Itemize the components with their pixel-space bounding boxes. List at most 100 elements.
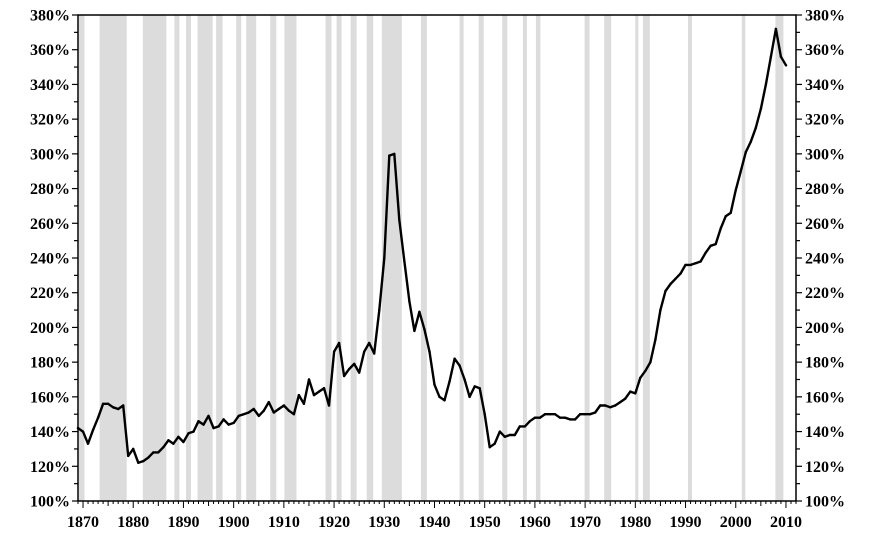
y-tick-label-left: 300% [30, 146, 70, 163]
y-tick-label-right: 120% [805, 459, 845, 476]
data-point [403, 260, 406, 263]
data-point [157, 451, 160, 454]
y-tick-label-left: 140% [30, 424, 70, 441]
recession-band [142, 15, 167, 501]
y-tick-label-right: 280% [805, 181, 845, 198]
data-point [307, 378, 311, 381]
data-point [493, 442, 496, 445]
y-tick-label-right: 100% [805, 494, 845, 511]
y-tick-label-left: 160% [30, 389, 70, 406]
data-point [182, 440, 185, 444]
recession-band [270, 15, 277, 501]
data-point [639, 376, 642, 379]
recession-band [216, 15, 223, 501]
data-point [609, 406, 612, 409]
data-point [754, 126, 757, 129]
x-tick-label: 1870 [67, 514, 99, 531]
data-point [769, 55, 773, 58]
data-point [704, 251, 707, 254]
recession-band [635, 15, 639, 501]
data-point [172, 442, 175, 445]
y-tick-label-right: 160% [805, 389, 845, 406]
ticks-group [72, 14, 802, 508]
data-point [277, 407, 280, 411]
data-point [684, 263, 687, 267]
recession-band [584, 15, 590, 501]
data-point [388, 154, 391, 157]
data-point [101, 402, 105, 405]
data-point [408, 300, 411, 303]
data-point [398, 218, 401, 221]
data-point [212, 426, 215, 430]
recession-band [502, 15, 508, 501]
data-point [197, 420, 200, 423]
recession-band [478, 15, 484, 501]
data-point [588, 413, 592, 416]
x-tick-label: 1960 [519, 514, 551, 531]
data-point [262, 409, 265, 412]
data-point [719, 227, 722, 230]
x-tick-label: 1880 [117, 514, 149, 531]
data-point [724, 215, 727, 218]
recession-band [197, 15, 213, 501]
data-point [438, 395, 441, 399]
data-point [679, 272, 682, 275]
y-tick-label-left: 280% [30, 181, 70, 198]
x-tick-label: 1910 [268, 514, 300, 531]
data-point [167, 439, 170, 442]
x-tick-label: 1970 [569, 514, 601, 531]
data-point [629, 390, 632, 393]
data-point [654, 338, 657, 341]
recession-band [246, 15, 257, 501]
data-point [353, 362, 356, 366]
y-tick-label-left: 100% [30, 494, 70, 511]
recession-band [350, 15, 357, 501]
data-point [237, 414, 240, 418]
recession-band [459, 15, 464, 501]
data-point [177, 435, 180, 438]
data-point [423, 328, 426, 331]
data-point [538, 416, 542, 419]
y-tick-label-right: 140% [805, 424, 845, 441]
data-point [624, 397, 627, 400]
data-point [373, 352, 376, 355]
x-tick-label: 1980 [619, 514, 651, 531]
data-point [433, 383, 436, 386]
data-point [257, 414, 260, 418]
data-point [604, 404, 607, 407]
y-tick-label-right: 200% [805, 320, 845, 337]
data-point [232, 421, 235, 425]
y-tick-label-right: 260% [805, 216, 845, 233]
y-tick-label-left: 200% [30, 320, 70, 337]
data-point [498, 430, 501, 433]
data-point [207, 414, 210, 418]
y-tick-label-right: 340% [805, 77, 845, 94]
data-point [528, 420, 532, 423]
data-point [614, 404, 617, 407]
data-point [694, 262, 697, 265]
y-tick-label-left: 120% [30, 459, 70, 476]
data-point [448, 380, 451, 383]
data-point [393, 152, 396, 156]
recession-band [775, 15, 784, 501]
data-point [518, 425, 521, 428]
data-point [106, 402, 110, 405]
recession-band [366, 15, 374, 501]
data-point [478, 387, 481, 390]
data-point [378, 308, 381, 312]
recession-band [688, 15, 692, 501]
data-point [142, 459, 145, 463]
data-point [729, 211, 732, 215]
recession-band [174, 15, 180, 501]
data-point [413, 329, 416, 333]
data-point [523, 425, 527, 428]
data-point [594, 411, 597, 414]
data-point [418, 310, 421, 313]
data-point [619, 400, 622, 404]
data-point [734, 189, 737, 192]
data-point [217, 425, 220, 428]
y-tick-label-left: 340% [30, 77, 70, 94]
